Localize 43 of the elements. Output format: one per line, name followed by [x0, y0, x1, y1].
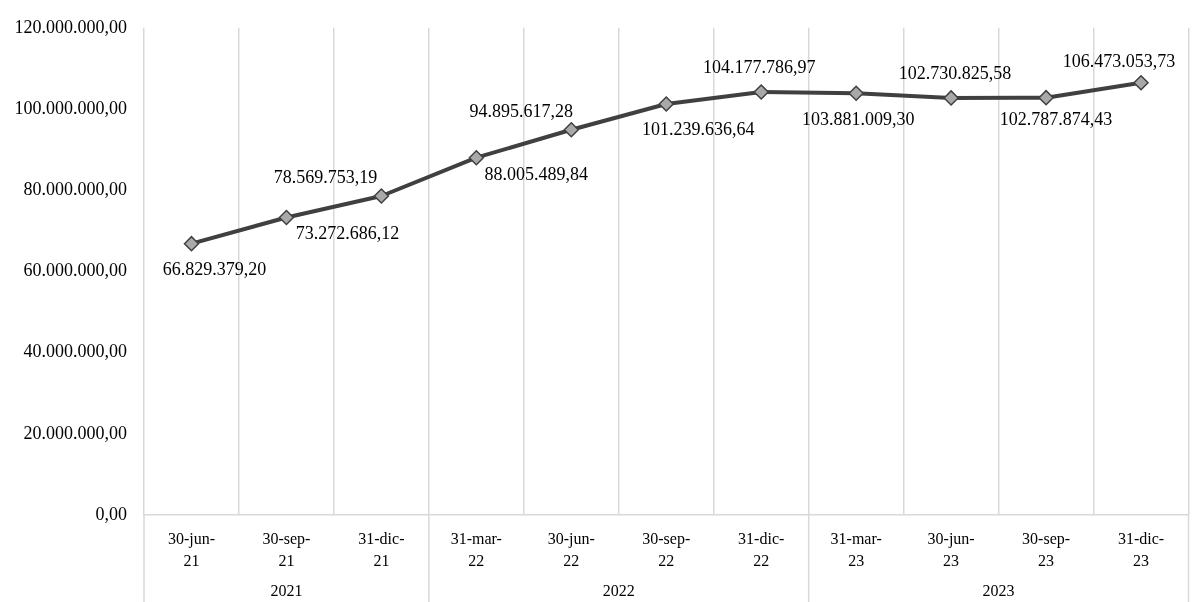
text: 2021: [270, 582, 303, 600]
data-label: 88.005.489,84: [484, 164, 589, 185]
point: [1038, 89, 1054, 106]
x-tick-label: 31-dic-22: [738, 530, 785, 569]
data-label: 102.730.825,58: [898, 62, 1012, 83]
x-tick-label: 30-sep-23: [1022, 530, 1071, 569]
y-tick-label: 80.000.000,00: [23, 178, 127, 199]
data-label: 102.787.874,43: [999, 109, 1113, 130]
x-tick-label: 31-dic-23: [1117, 530, 1165, 569]
point: [658, 96, 674, 112]
data-label: 66.829.379,20: [162, 259, 267, 280]
data-label: 73.272.686,12: [295, 223, 400, 244]
point: [468, 149, 485, 166]
data-label: 78.569.753,19: [273, 166, 378, 187]
data-label: 104.177.786,97: [702, 56, 816, 77]
x-tick-label: 30-sep-22: [642, 530, 691, 569]
y-tick-label: 20.000.000,00: [23, 422, 127, 443]
y-tick-label: 60.000.000,00: [23, 260, 127, 281]
x-tick-label: 31-dic-21: [358, 530, 405, 569]
point: [563, 121, 580, 138]
point: [278, 209, 295, 226]
data-label: 106.473.053,73: [1062, 51, 1176, 72]
point: [848, 85, 864, 101]
point: [373, 188, 390, 204]
x-tick-label: 30-sep-21: [262, 530, 311, 569]
y-tick-label: 100.000.000,00: [14, 97, 127, 118]
y-tick-label: 120.000.000,00: [14, 16, 127, 37]
point: [1133, 74, 1149, 91]
x-tick-label: 31-mar-23: [830, 530, 882, 569]
data-label: 94.895.617,28: [469, 101, 574, 122]
point: [943, 90, 959, 106]
text: 2022: [602, 582, 635, 600]
data-label: 103.881.009,30: [801, 108, 915, 129]
text: 2023: [982, 582, 1015, 600]
y-tick-label: 0,00: [95, 503, 127, 524]
y-tick-label: 40.000.000,00: [23, 341, 127, 362]
data-label: 101.239.636,64: [642, 118, 755, 139]
x-tick-label: 30-jun-22: [547, 530, 595, 569]
point: [753, 84, 769, 100]
point: [183, 235, 200, 252]
x-tick-label: 30-jun-23: [927, 530, 975, 569]
x-tick-label: 30-jun-21: [167, 530, 216, 569]
x-tick-label: 31-mar-22: [450, 530, 502, 569]
